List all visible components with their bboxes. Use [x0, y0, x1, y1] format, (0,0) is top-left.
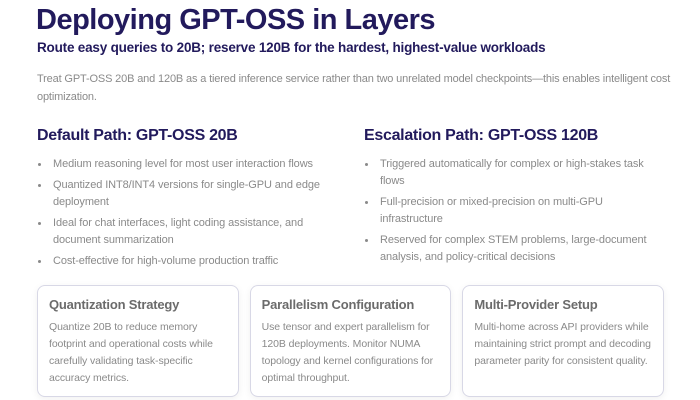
escalation-path-section: Escalation Path: GPT-OSS 120B Triggered … — [364, 126, 664, 270]
card-body: Use tensor and expert parallelism for 12… — [261, 321, 433, 384]
card-quantization-strategy: Quantization Strategy Quantize 20B to re… — [37, 285, 239, 397]
section-title: Escalation Path: GPT-OSS 120B — [364, 127, 599, 144]
bullet-list: Medium reasoning level for most user int… — [37, 156, 337, 270]
bullet-icon — [38, 260, 41, 263]
list-item-text: Medium reasoning level for most user int… — [53, 158, 313, 170]
card-multi-provider-setup: Multi-Provider Setup Multi-home across A… — [462, 285, 665, 397]
list-item-text: Triggered automatically for complex or h… — [380, 158, 644, 187]
list-item-text: Reserved for complex STEM problems, larg… — [380, 234, 647, 263]
bullet-icon — [38, 163, 41, 166]
list-item: Quantized INT8/INT4 versions for single-… — [37, 177, 337, 211]
card-body: Quantize 20B to reduce memory footprint … — [49, 321, 213, 384]
list-item: Triggered automatically for complex or h… — [364, 156, 664, 190]
card-body: Multi-home across API providers while ma… — [474, 321, 651, 367]
card-title: Multi-Provider Setup — [474, 297, 598, 312]
bullet-icon — [365, 201, 368, 204]
list-item: Reserved for complex STEM problems, larg… — [364, 232, 664, 266]
list-item: Medium reasoning level for most user int… — [37, 156, 337, 173]
bullet-list: Triggered automatically for complex or h… — [364, 156, 664, 266]
page-title: Deploying GPT-OSS in Layers — [36, 4, 436, 36]
default-path-section: Default Path: GPT-OSS 20B Medium reasoni… — [37, 126, 337, 274]
page-subtitle: Route easy queries to 20B; reserve 120B … — [37, 40, 546, 55]
bullet-icon — [365, 163, 368, 166]
intro-paragraph: Treat GPT-OSS 20B and 120B as a tiered i… — [37, 73, 671, 103]
card-row: Quantization Strategy Quantize 20B to re… — [37, 285, 665, 397]
card-title: Parallelism Configuration — [261, 297, 415, 312]
list-item-text: Quantized INT8/INT4 versions for single-… — [53, 179, 320, 208]
bullet-icon — [38, 184, 41, 187]
card-parallelism-configuration: Parallelism Configuration Use tensor and… — [249, 285, 452, 397]
list-item-text: Cost-effective for high-volume productio… — [53, 255, 279, 267]
list-item-text: Ideal for chat interfaces, light coding … — [53, 217, 304, 246]
list-item: Full-precision or mixed-precision on mul… — [364, 194, 664, 228]
card-title: Quantization Strategy — [49, 297, 180, 312]
bullet-icon — [38, 222, 41, 225]
list-item: Cost-effective for high-volume productio… — [37, 253, 337, 270]
section-title: Default Path: GPT-OSS 20B — [37, 127, 238, 144]
bullet-icon — [365, 239, 368, 242]
list-item: Ideal for chat interfaces, light coding … — [37, 215, 337, 249]
list-item-text: Full-precision or mixed-precision on mul… — [380, 196, 603, 225]
